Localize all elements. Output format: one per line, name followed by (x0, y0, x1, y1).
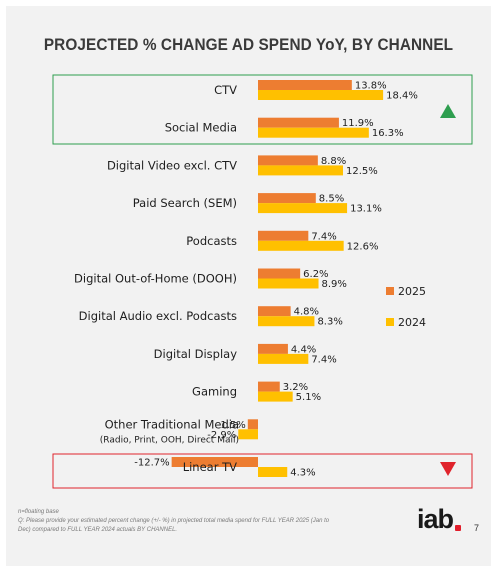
legend-label-2024: 2024 (398, 316, 426, 329)
bar-2024-gaming (258, 391, 293, 402)
labels-layer: CTV 13.8%18.4% Social Media 11.9%16.3% Digit… (74, 81, 418, 479)
bar-2025-digital-display (258, 343, 288, 354)
bars-layer (171, 80, 384, 477)
bar-2024-digital-audio-excl-podcasts (258, 316, 315, 327)
value-label-2024-podcasts: 12.6% (347, 241, 379, 252)
bar-2025-linear-tv (171, 457, 258, 467)
value-label-2025-gaming: 3.2% (283, 382, 308, 393)
highlight-box-up (52, 74, 473, 145)
value-label-2024-paid-search-sem: 13.1% (350, 204, 382, 215)
legend-swatch-2025 (386, 287, 394, 295)
iab-logo: iab (417, 504, 454, 534)
bar-2024-linear-tv (258, 467, 288, 477)
value-label-2024-other-traditional-media: -2.9% (207, 430, 236, 441)
bar-2024-digital-out-of-home-dooh (258, 278, 319, 289)
bar-2024-other-traditional-media (238, 429, 258, 440)
category-label-paid-search-sem: Paid Search (SEM) (133, 196, 237, 210)
value-label-2024-digital-audio-excl-podcasts: 8.3% (317, 317, 342, 328)
slide-background (6, 6, 491, 566)
value-label-2024-gaming: 5.1% (296, 392, 321, 403)
bar-2024-digital-video-excl-ctv (258, 165, 343, 176)
bar-2024-digital-display (258, 353, 309, 364)
legend-label-2025: 2025 (398, 285, 426, 298)
value-label-2024-linear-tv: 4.3% (290, 468, 315, 479)
footnote-question-cont: Dec) compared to FULL YEAR 2024 actuals … (18, 527, 178, 533)
category-label-digital-audio-excl-podcasts: Digital Audio excl. Podcasts (79, 309, 237, 323)
value-label-2025-digital-video-excl-ctv: 8.8% (321, 156, 346, 167)
bar-2025-other-traditional-media (247, 419, 258, 430)
value-label-2025-digital-audio-excl-podcasts: 4.8% (294, 307, 319, 318)
bar-2025-digital-out-of-home-dooh (258, 268, 301, 279)
value-label-2025-paid-search-sem: 8.5% (319, 194, 344, 205)
footnote-question: Q: Please provide your estimated percent… (18, 518, 330, 524)
iab-logo-dot (455, 525, 461, 531)
bar-2024-ctv (258, 90, 384, 100)
bar-2025-gaming (258, 381, 280, 392)
value-label-2024-digital-video-excl-ctv: 12.5% (346, 166, 378, 177)
bar-2024-social-media (258, 127, 369, 138)
category-label-digital-out-of-home-dooh: Digital Out-of-Home (DOOH) (74, 272, 237, 286)
bar-2025-digital-video-excl-ctv (258, 155, 318, 166)
bar-2025-digital-audio-excl-podcasts (258, 306, 291, 317)
value-label-2025-ctv: 13.8% (355, 81, 387, 92)
category-label-social-media: Social Media (165, 121, 237, 135)
legend: 2025 2024 (386, 285, 426, 329)
highlight-box-down (52, 453, 473, 489)
value-label-2024-ctv: 18.4% (386, 91, 418, 102)
bar-2025-ctv (258, 80, 352, 90)
up-triangle-icon (440, 104, 456, 118)
bar-2024-podcasts (258, 240, 344, 251)
page-number: 7 (474, 523, 480, 533)
category-label-podcasts: Podcasts (186, 234, 237, 248)
value-label-2025-digital-display: 4.4% (291, 344, 316, 355)
category-label-linear-tv: Linear TV (183, 460, 237, 474)
bar-2024-paid-search-sem (258, 203, 348, 214)
category-label-gaming: Gaming (192, 385, 237, 399)
value-label-2025-podcasts: 7.4% (311, 231, 336, 242)
value-label-2024-digital-display: 7.4% (311, 354, 336, 365)
bar-2025-podcasts (258, 230, 309, 241)
value-label-2025-digital-out-of-home-dooh: 6.2% (303, 269, 328, 280)
category-sublabel-other-traditional-media: (Radio, Print, OOH, Direct Mail) (100, 435, 239, 445)
footnote: n=floating base Q: Please provide your e… (18, 508, 348, 535)
chart-title: PROJECTED % CHANGE AD SPEND YoY, BY CHAN… (43, 36, 454, 54)
value-label-2024-digital-out-of-home-dooh: 8.9% (322, 279, 347, 290)
footnote-base: n=floating base (18, 509, 59, 515)
value-label-2025-social-media: 11.9% (342, 118, 374, 129)
value-label-2025-other-traditional-media: -1.5% (217, 420, 246, 431)
category-label-ctv: CTV (214, 83, 237, 97)
category-label-digital-display: Digital Display (154, 347, 238, 361)
value-label-2025-linear-tv: -12.7% (134, 458, 169, 469)
category-label-digital-video-excl-ctv: Digital Video excl. CTV (107, 158, 237, 172)
category-label-other-traditional-media: Other Traditional Media (105, 417, 239, 431)
down-triangle-icon (440, 462, 456, 476)
value-label-2024-social-media: 16.3% (372, 128, 404, 139)
legend-swatch-2024 (386, 318, 394, 326)
bar-2025-social-media (258, 117, 339, 128)
bar-2025-paid-search-sem (258, 193, 316, 204)
